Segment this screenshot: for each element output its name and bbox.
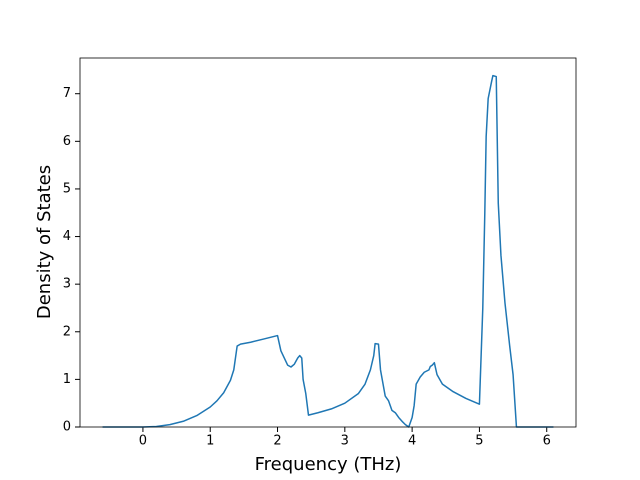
x-tick-label: 0 — [139, 434, 147, 449]
line — [102, 74, 554, 428]
x-tick-label: 3 — [341, 434, 349, 449]
y-tick-label: 1 — [63, 372, 71, 387]
x-tick-label: 6 — [543, 434, 551, 449]
x-tick-label: 5 — [475, 434, 483, 449]
y-tick-label: 2 — [63, 324, 71, 339]
y-tick-label: 0 — [63, 420, 71, 435]
x-tick-label: 2 — [273, 434, 281, 449]
x-tick-label: 4 — [408, 434, 416, 449]
y-tick-label: 4 — [63, 229, 71, 244]
y-tick-label: 7 — [63, 86, 71, 101]
x-axis-label: Frequency (THz) — [255, 454, 402, 475]
y-axis-label: Density of States — [34, 165, 55, 319]
plot-frame — [79, 57, 577, 428]
y-tick-label: 5 — [63, 181, 71, 196]
y-tick-label: 3 — [63, 277, 71, 292]
y-tick-label: 6 — [63, 134, 71, 149]
x-tick-label: 1 — [206, 434, 214, 449]
